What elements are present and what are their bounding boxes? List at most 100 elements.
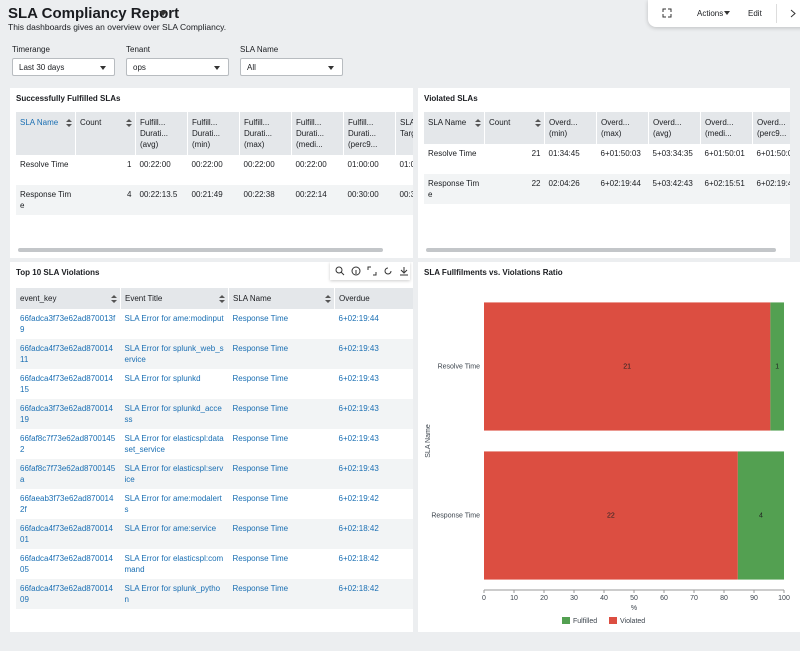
cell[interactable]: SLA Error for splunkd bbox=[124, 374, 201, 383]
dropdown[interactable]: ops bbox=[126, 58, 229, 76]
title-caret[interactable] bbox=[158, 10, 168, 18]
cell[interactable]: Response Time bbox=[228, 519, 335, 549]
cell[interactable]: SLA Error for splunk_python bbox=[120, 579, 229, 609]
chart-title: SLA Fullfilments vs. Violations Ratio bbox=[424, 268, 563, 277]
cell[interactable]: 66faf8c7f73e62ad87001452 bbox=[20, 434, 116, 454]
cell[interactable]: 6+02:19:44 bbox=[338, 314, 379, 323]
cell[interactable]: Response Time bbox=[232, 374, 289, 383]
column-header[interactable]: event_key bbox=[16, 288, 121, 309]
data-label: 4 bbox=[759, 513, 763, 520]
legend-label: Violated bbox=[620, 618, 645, 625]
sort-icon[interactable] bbox=[219, 295, 225, 303]
cell[interactable]: 66fadca4f73e62ad87001415 bbox=[20, 374, 113, 394]
cell[interactable]: Response Time bbox=[232, 314, 289, 323]
bar-segment bbox=[770, 302, 784, 431]
sort-icon[interactable] bbox=[111, 295, 117, 303]
cell[interactable]: 6+02:18:42 bbox=[338, 554, 379, 563]
row: 66fadca4f73e62ad87001415 SLA Error for sp… bbox=[16, 369, 413, 399]
column-header[interactable]: Count bbox=[75, 112, 136, 155]
panel-title: Top 10 SLA Violations bbox=[16, 268, 100, 277]
cell[interactable]: 6+02:19:42 bbox=[338, 494, 379, 503]
cell[interactable]: SLA Error for elasticspl:command bbox=[124, 554, 224, 574]
column-header[interactable]: SLA Name bbox=[16, 112, 76, 155]
cell[interactable]: 6+02:19:43 bbox=[334, 399, 413, 429]
row: 66fadca4f73e62ad87001401 SLA Error for am… bbox=[16, 519, 413, 549]
fullscreen-icon[interactable] bbox=[662, 8, 672, 18]
x-axis-label: % bbox=[631, 605, 637, 612]
column-header[interactable]: Overdue bbox=[334, 288, 413, 309]
column-header[interactable]: Fulfill... Durati... (medi... bbox=[291, 112, 344, 155]
row: 66fadca3f73e62ad87001419 SLA Error for sp… bbox=[16, 399, 413, 429]
cell[interactable]: Response Time bbox=[232, 554, 289, 563]
edit-button[interactable]: Edit bbox=[748, 9, 762, 18]
cell: 6+02:19:44 bbox=[596, 174, 649, 204]
cell[interactable]: Response Time bbox=[228, 399, 335, 429]
cell[interactable]: 66fadca3f73e62ad87001419 bbox=[16, 399, 121, 429]
cell[interactable]: SLA Error for elasticspl:dataset_service bbox=[124, 434, 224, 454]
column-header[interactable]: SLA Targe bbox=[395, 112, 413, 155]
cell[interactable]: 6+02:18:42 bbox=[334, 519, 413, 549]
header-row: SLA Name Count Fulfill... Durati... (avg) F… bbox=[16, 112, 413, 155]
column-header[interactable]: Fulfill... Durati... (min) bbox=[187, 112, 240, 155]
column-header[interactable]: Overd... (medi... bbox=[700, 112, 753, 144]
sort-icon[interactable] bbox=[66, 119, 72, 127]
cell[interactable]: 6+02:19:43 bbox=[334, 459, 413, 489]
column-header[interactable]: Fulfill... Durati... (avg) bbox=[135, 112, 188, 155]
cell[interactable]: SLA Error for ame:modalerts bbox=[124, 494, 222, 514]
column-label: Fulfill... Durati... (medi... bbox=[296, 118, 325, 149]
cell[interactable]: Response Time bbox=[232, 434, 289, 443]
download-icon[interactable] bbox=[399, 266, 409, 276]
cell[interactable]: Response Time bbox=[232, 494, 289, 503]
actions-button[interactable]: Actions bbox=[697, 9, 724, 18]
cell[interactable]: 66fadca4f73e62ad87001401 bbox=[16, 519, 121, 549]
expand-icon[interactable] bbox=[367, 266, 377, 276]
cell: 00:22:13.5 bbox=[135, 185, 188, 215]
cell[interactable]: 66fadca3f73e62ad870013f9 bbox=[20, 314, 116, 334]
cell[interactable]: 6+02:19:43 bbox=[334, 339, 413, 369]
row: Resolve Time 1 00:22:00 00:22:00 00:22:00 00:… bbox=[16, 155, 413, 185]
column-header[interactable]: Fulfill... Durati... (max) bbox=[239, 112, 292, 155]
column-header[interactable]: Overd... (min) bbox=[544, 112, 597, 144]
cell[interactable]: Response Time bbox=[228, 459, 335, 489]
column-label: Fulfill... Durati... (avg) bbox=[140, 118, 169, 149]
info-icon[interactable] bbox=[351, 266, 361, 276]
dropdown[interactable]: All bbox=[240, 58, 343, 76]
cell[interactable]: Response Time bbox=[228, 339, 335, 369]
sort-icon[interactable] bbox=[126, 119, 132, 127]
cell[interactable]: SLA Error for elasticspl:service bbox=[120, 459, 229, 489]
refresh-icon[interactable] bbox=[383, 266, 393, 276]
cell[interactable]: Response Time bbox=[228, 579, 335, 609]
cell[interactable]: SLA Error for splunkd_access bbox=[120, 399, 229, 429]
cell[interactable]: 6+02:19:43 bbox=[338, 374, 379, 383]
column-header[interactable]: Event Title bbox=[120, 288, 229, 309]
next-icon[interactable] bbox=[790, 9, 796, 18]
cell: Resolve Time bbox=[20, 160, 69, 169]
column-label: SLA Targe bbox=[400, 118, 413, 138]
bar-segment bbox=[484, 451, 738, 580]
column-header[interactable]: Overd... (avg) bbox=[648, 112, 701, 144]
cell[interactable]: SLA Error for ame:modinput bbox=[124, 314, 224, 323]
column-header[interactable]: Fulfill... Durati... (perc9... bbox=[343, 112, 396, 155]
x-tick-label: 30 bbox=[570, 595, 578, 602]
legend-swatch bbox=[609, 617, 617, 624]
search-icon[interactable] bbox=[335, 266, 345, 276]
column-header[interactable]: SLA Name bbox=[424, 112, 485, 144]
sort-icon[interactable] bbox=[325, 295, 331, 303]
cell[interactable]: SLA Error for splunk_web_service bbox=[120, 339, 229, 369]
cell[interactable]: 66faeab3f73e62ad8700142f bbox=[20, 494, 114, 514]
column-header[interactable]: Overd... (perc9... bbox=[752, 112, 790, 144]
sort-icon[interactable] bbox=[475, 119, 481, 127]
column-header[interactable]: Overd... (max) bbox=[596, 112, 649, 144]
cell[interactable]: 6+02:18:42 bbox=[334, 579, 413, 609]
column-header[interactable]: SLA Name bbox=[228, 288, 335, 309]
cell[interactable]: 66fadca4f73e62ad87001405 bbox=[20, 554, 113, 574]
cell[interactable]: 6+02:19:43 bbox=[338, 434, 379, 443]
cell[interactable]: 66fadca4f73e62ad87001411 bbox=[16, 339, 121, 369]
sort-icon[interactable] bbox=[535, 119, 541, 127]
cell[interactable]: 66fadca4f73e62ad87001409 bbox=[16, 579, 121, 609]
column-header[interactable]: Count bbox=[484, 112, 545, 144]
cell: 00:30 bbox=[395, 185, 413, 215]
cell[interactable]: 66faf8c7f73e62ad8700145a bbox=[16, 459, 121, 489]
cell[interactable]: SLA Error for ame:service bbox=[120, 519, 229, 549]
dropdown[interactable]: Last 30 days bbox=[12, 58, 115, 76]
